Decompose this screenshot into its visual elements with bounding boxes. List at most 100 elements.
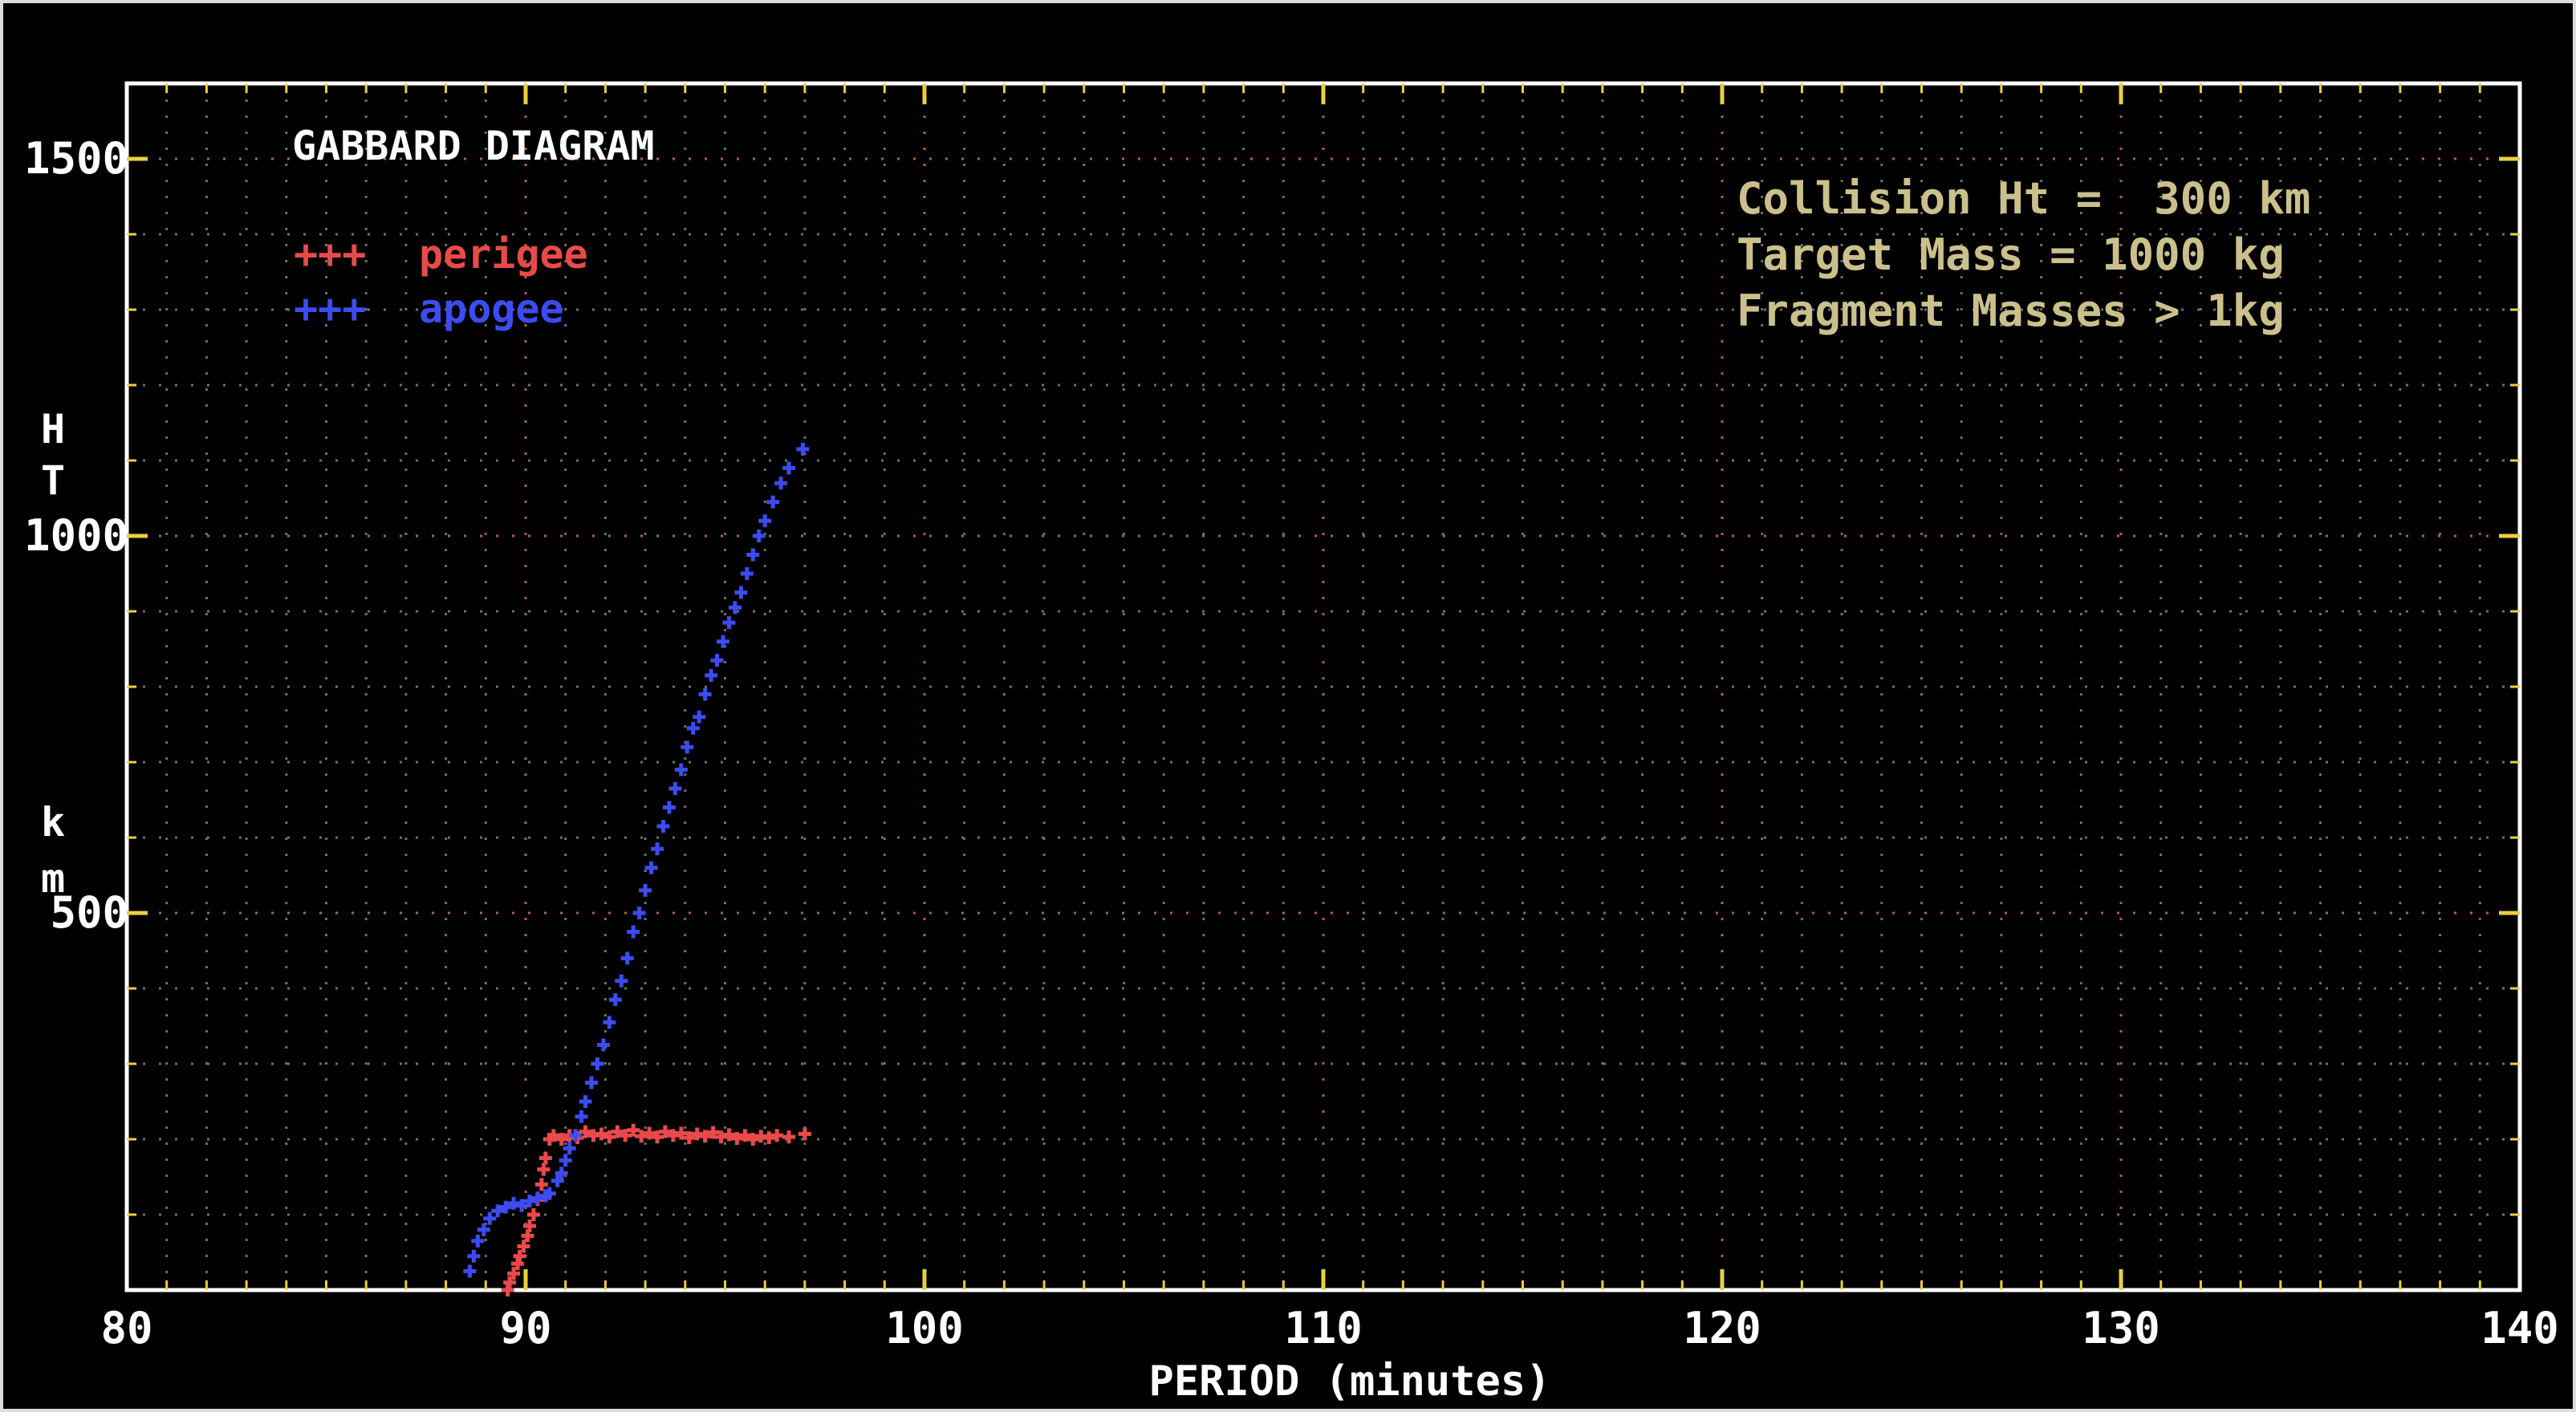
apogee-point [542, 1187, 556, 1200]
gabbard-chart: 80 90 100 110 120 130 140 500 1000 1500 GABBARD D… [24, 81, 2559, 1406]
apogee-point [620, 951, 634, 965]
apogee-point [651, 842, 664, 856]
apogee-point [515, 1199, 529, 1212]
y-label-char-m: m [41, 855, 65, 902]
y-label-char-k: k [41, 799, 65, 846]
tick-labels: 80 90 100 110 120 130 140 500 1000 1500 [24, 133, 2559, 1353]
apogee-point [656, 819, 670, 833]
apogee-point [608, 993, 622, 1007]
apogee-point [483, 1211, 497, 1225]
apogee-point [796, 442, 810, 456]
perigee-point [706, 1126, 720, 1139]
perigee-point [651, 1130, 664, 1144]
apogee-point [507, 1196, 521, 1210]
x-tick-label: 110 [1284, 1303, 1363, 1353]
perigee-point [526, 1208, 540, 1221]
apogee-point [686, 721, 700, 735]
perigee-point [798, 1127, 811, 1141]
apogee-point [710, 654, 724, 667]
apogee-point [766, 495, 780, 509]
apogee-point [579, 1095, 592, 1108]
perigee-point [546, 1129, 560, 1142]
apogee-point [569, 1129, 583, 1142]
annotation-fragment-masses: Fragment Masses > 1kg [1737, 286, 2285, 336]
y-label-char-t: T [41, 457, 65, 504]
perigee-point [507, 1267, 521, 1280]
y-axis-label: H T k m [41, 406, 65, 902]
apogee-point [530, 1191, 544, 1205]
x-tick-label: 140 [2481, 1303, 2559, 1353]
apogee-point [471, 1234, 485, 1248]
data-points [463, 442, 811, 1296]
perigee-point [595, 1127, 608, 1141]
perigee-point [555, 1133, 568, 1146]
apogee-point [668, 781, 682, 795]
perigee-point [658, 1125, 672, 1138]
apogee-point [698, 688, 712, 701]
x-axis-label: PERIOD (minutes) [1149, 1357, 1551, 1406]
apogee-point [758, 514, 772, 528]
perigee-point [513, 1249, 526, 1263]
apogee-point [740, 567, 754, 580]
apogee-point [555, 1167, 568, 1180]
y-label-char-h: H [41, 406, 65, 452]
perigee-point [770, 1129, 784, 1142]
x-tick-label: 90 [499, 1303, 551, 1353]
perigee-point [522, 1219, 536, 1233]
legend-perigee-label: perigee [419, 231, 588, 278]
apogee-point [632, 907, 646, 919]
annotations: Collision Ht = 300 km Target Mass = 1000… [1737, 173, 2310, 336]
apogee-point [734, 586, 748, 599]
apogee-point [585, 1076, 599, 1089]
apogee-point [559, 1154, 572, 1167]
apogee-point [551, 1174, 564, 1187]
y-tick-label: 500 [50, 887, 128, 938]
apogee-point [746, 548, 760, 562]
apogee-point [491, 1204, 505, 1218]
perigee-point [674, 1126, 688, 1140]
y-tick-label: 1500 [24, 133, 128, 184]
legend-apogee-marker: +++ [294, 286, 366, 332]
apogee-point [575, 1110, 588, 1123]
x-tick-label: 130 [2082, 1303, 2160, 1353]
apogee-point [681, 740, 694, 754]
apogee-point [499, 1200, 513, 1214]
apogee-point [752, 530, 766, 542]
apogee-point [639, 883, 652, 897]
apogee-point [563, 1142, 576, 1155]
perigee-point [682, 1131, 696, 1145]
perigee-point [782, 1130, 796, 1144]
perigee-point [534, 1178, 548, 1191]
apogee-point [477, 1223, 490, 1236]
perigee-point [690, 1127, 704, 1141]
apogee-point [603, 1016, 616, 1029]
chart-title: GABBARD DIAGRAM [292, 123, 655, 169]
apogee-point [782, 461, 796, 475]
legend: +++ perigee +++ apogee [294, 231, 588, 332]
perigee-point [635, 1130, 648, 1143]
apogee-point [774, 477, 788, 490]
perigee-point [722, 1128, 736, 1142]
perigee-point [746, 1133, 760, 1146]
y-tick-label: 1000 [24, 510, 128, 561]
apogee-point [591, 1057, 604, 1070]
apogee-point [627, 925, 640, 939]
perigee-point [611, 1125, 624, 1138]
perigee-point [603, 1130, 616, 1144]
annotation-collision-height: Collision Ht = 300 km [1737, 173, 2310, 224]
x-tick-label: 120 [1683, 1303, 1761, 1353]
apogee-point [596, 1038, 610, 1052]
apogee-point [674, 763, 688, 777]
perigee-point [762, 1131, 776, 1145]
apogee-point [615, 974, 628, 988]
apogee-point [693, 710, 706, 724]
x-tick-label: 100 [885, 1303, 964, 1353]
x-tick-label: 80 [100, 1303, 152, 1353]
perigee-point [666, 1129, 680, 1142]
apogee-point [662, 801, 676, 814]
perigee-point [619, 1129, 632, 1142]
legend-apogee-label: apogee [419, 286, 564, 332]
legend-perigee-marker: +++ [294, 231, 366, 278]
perigee-point [714, 1130, 728, 1144]
